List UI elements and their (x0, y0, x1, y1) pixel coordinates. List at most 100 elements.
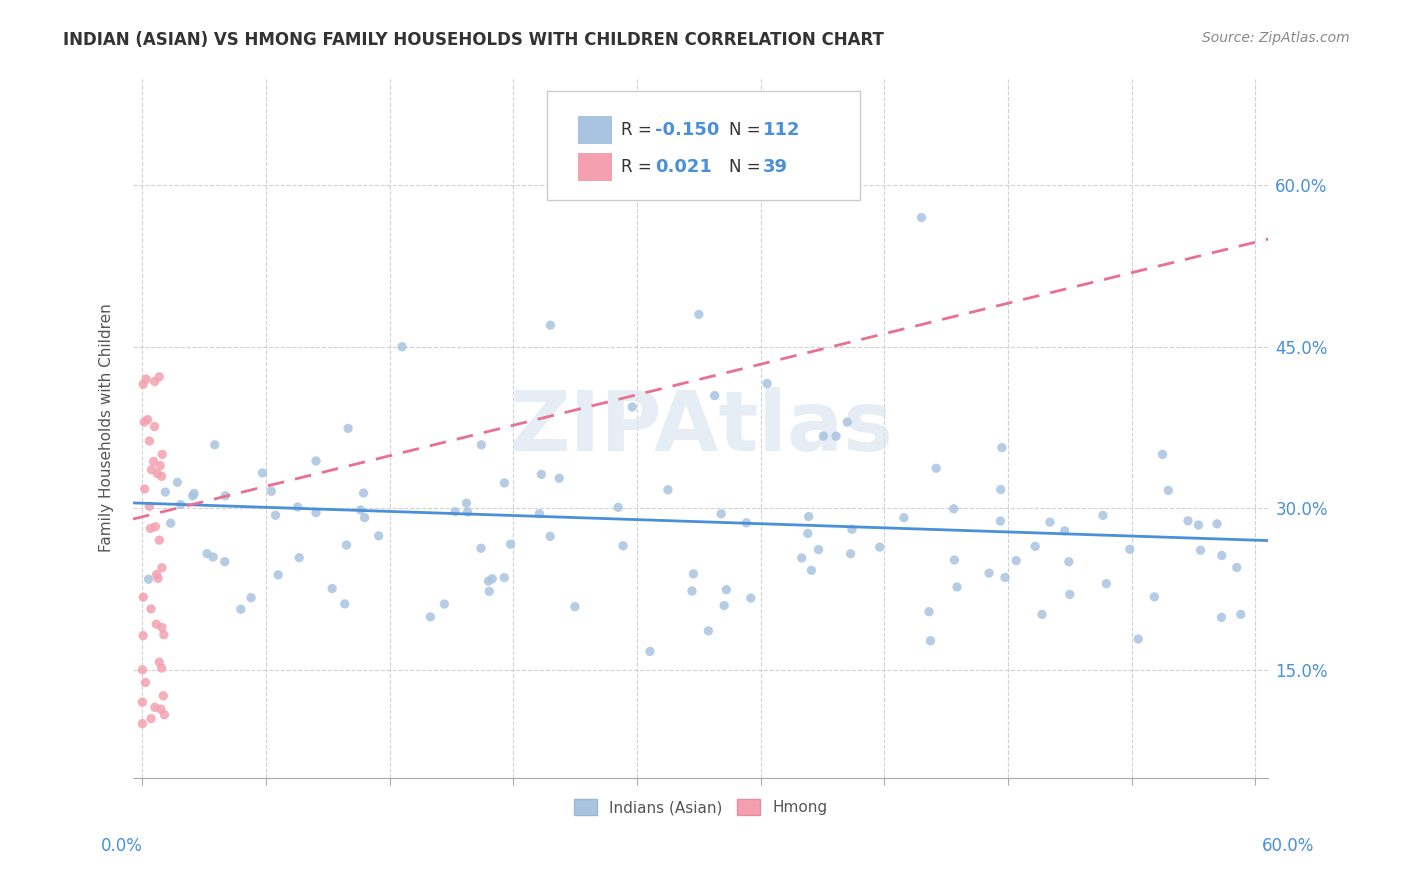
Point (353, 510, 375, 524)
Point (240, 591, 263, 605)
Point (925, 461, 948, 475)
Point (252, 466, 274, 480)
Point (813, 429, 835, 443)
Point (267, 567, 290, 582)
Point (138, 434, 160, 448)
Point (529, 507, 551, 521)
Point (841, 522, 863, 536)
Text: -0.150: -0.150 (655, 121, 720, 139)
Point (713, 599, 735, 613)
Point (477, 574, 499, 588)
Point (548, 471, 571, 485)
Point (321, 582, 343, 596)
Point (1211, 549, 1233, 563)
Point (703, 388, 725, 402)
Point (797, 526, 820, 541)
Point (143, 700, 166, 714)
Point (150, 560, 173, 574)
Point (612, 539, 634, 553)
Text: 39: 39 (763, 158, 789, 176)
Point (153, 628, 176, 642)
Point (1206, 516, 1229, 531)
Point (142, 454, 165, 468)
Point (134, 482, 156, 496)
Point (288, 550, 311, 565)
Point (139, 521, 162, 535)
Point (132, 590, 155, 604)
Point (910, 211, 932, 225)
Point (1229, 607, 1251, 622)
Point (1031, 607, 1053, 622)
Point (991, 441, 1014, 455)
Point (136, 412, 159, 426)
Point (1005, 553, 1028, 567)
Point (229, 602, 252, 616)
Point (148, 655, 170, 669)
Text: INDIAN (ASIAN) VS HMONG FAMILY HOUSEHOLDS WITH CHILDREN CORRELATION CHART: INDIAN (ASIAN) VS HMONG FAMILY HOUSEHOLD… (63, 31, 884, 49)
Point (530, 467, 553, 482)
Point (990, 483, 1012, 497)
Text: 60.0%: 60.0% (1263, 837, 1315, 855)
Point (141, 463, 163, 477)
Point (166, 475, 188, 490)
Point (433, 597, 456, 611)
Point (135, 372, 157, 386)
Point (150, 620, 173, 634)
Text: R =: R = (621, 121, 657, 139)
Point (456, 496, 478, 510)
Point (869, 540, 891, 554)
Point (131, 695, 153, 709)
Point (893, 510, 915, 524)
Point (657, 483, 679, 497)
Point (287, 500, 309, 514)
Point (481, 572, 503, 586)
Point (1053, 524, 1076, 538)
FancyBboxPatch shape (578, 153, 612, 181)
Point (146, 467, 169, 481)
Point (134, 415, 156, 429)
Point (607, 500, 630, 515)
Point (214, 489, 236, 503)
Point (143, 419, 166, 434)
Text: ZIPAtlas: ZIPAtlas (509, 387, 893, 468)
Point (139, 712, 162, 726)
Point (756, 376, 779, 391)
Point (697, 624, 720, 638)
Point (1143, 590, 1166, 604)
Point (305, 506, 328, 520)
Point (1095, 576, 1118, 591)
Text: N =: N = (730, 121, 766, 139)
Point (204, 438, 226, 452)
Point (150, 661, 173, 675)
Text: 112: 112 (763, 121, 800, 139)
Point (807, 542, 830, 557)
Point (305, 454, 328, 468)
Point (478, 584, 501, 599)
Y-axis label: Family Households with Children: Family Households with Children (100, 303, 114, 552)
Point (202, 549, 225, 564)
Point (790, 551, 813, 566)
Text: N =: N = (730, 158, 766, 176)
Point (353, 486, 375, 500)
Point (143, 375, 166, 389)
Point (145, 519, 167, 533)
Point (419, 610, 441, 624)
Point (1059, 587, 1081, 601)
Point (499, 537, 522, 551)
Text: R =: R = (621, 158, 657, 176)
Point (138, 500, 160, 514)
Point (214, 555, 236, 569)
Point (681, 584, 703, 599)
Point (391, 340, 413, 354)
Point (1128, 632, 1150, 646)
Point (1187, 518, 1209, 533)
Point (688, 307, 710, 321)
Point (710, 507, 733, 521)
Text: 0.0%: 0.0% (101, 837, 143, 855)
Point (1039, 515, 1062, 529)
Text: 0.021: 0.021 (655, 158, 713, 176)
Point (457, 505, 479, 519)
FancyBboxPatch shape (547, 92, 859, 200)
Point (131, 716, 153, 731)
Point (538, 529, 561, 543)
